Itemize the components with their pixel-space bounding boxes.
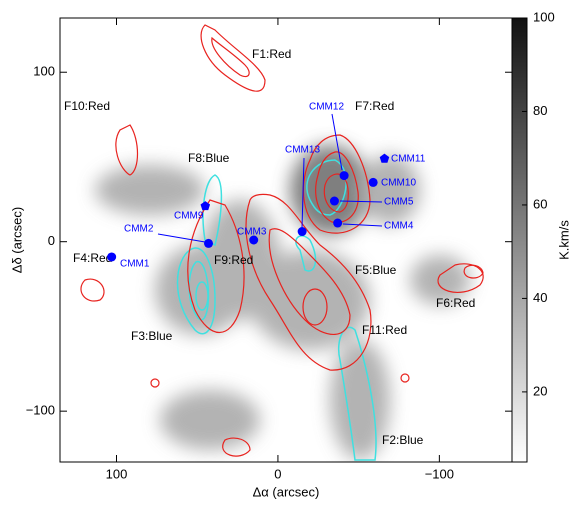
point-label: CMM12 — [309, 102, 344, 113]
y-tick-label: 0 — [48, 233, 55, 248]
x-tick-label: 100 — [106, 466, 128, 481]
point-label: CMM13 — [285, 145, 320, 156]
colorbar — [512, 18, 527, 462]
map-image — [81, 25, 483, 460]
x-tick-label: −100 — [425, 466, 454, 481]
region-label: F10:Red — [64, 99, 110, 113]
colorbar-label: K.km/s — [556, 220, 571, 260]
point-label: CMM10 — [381, 178, 416, 189]
point-label: CMM4 — [384, 221, 414, 232]
region-label: F2:Blue — [382, 433, 424, 447]
region-label: F11:Red — [362, 323, 407, 337]
point-label: CMM1 — [120, 259, 150, 270]
point-label: CMM5 — [384, 197, 414, 208]
colorbar-tick-label: 60 — [533, 196, 547, 211]
colorbar-tick-label: 80 — [533, 103, 547, 118]
colorbar-tick-label: 100 — [533, 9, 555, 24]
region-label: F4:Red — [73, 251, 112, 265]
point — [380, 154, 390, 163]
region-label: F6:Red — [436, 296, 475, 310]
y-tick-label: 100 — [33, 64, 55, 79]
region-label: F3:Blue — [131, 329, 173, 343]
point-label: CMM2 — [124, 224, 154, 235]
point — [249, 236, 258, 245]
chart: Δα (arcsec) Δδ (arcsec) K.km/s F1:Red F1… — [0, 0, 575, 506]
x-axis-label: Δα (arcsec) — [253, 484, 320, 499]
point — [330, 197, 339, 206]
colorbar-tick-label: 40 — [533, 290, 547, 305]
region-label: F5:Blue — [355, 263, 397, 277]
point — [333, 219, 342, 228]
region-label: F9:Red — [214, 253, 253, 267]
region-label: F8:Blue — [188, 151, 230, 165]
y-tick-label: −100 — [26, 403, 55, 418]
y-axis-label: Δδ (arcsec) — [9, 207, 24, 273]
point — [340, 171, 349, 180]
point — [298, 227, 307, 236]
colorbar-tick-label: 20 — [533, 383, 547, 398]
point-label: CMM11 — [391, 154, 426, 165]
x-tick-label: 0 — [274, 466, 281, 481]
point — [369, 178, 378, 187]
plot-frame — [60, 18, 512, 462]
point-label: CMM9 — [174, 211, 204, 222]
region-label: F7:Red — [355, 99, 394, 113]
point — [107, 252, 116, 261]
region-label: F1:Red — [252, 47, 291, 61]
point — [204, 239, 213, 248]
